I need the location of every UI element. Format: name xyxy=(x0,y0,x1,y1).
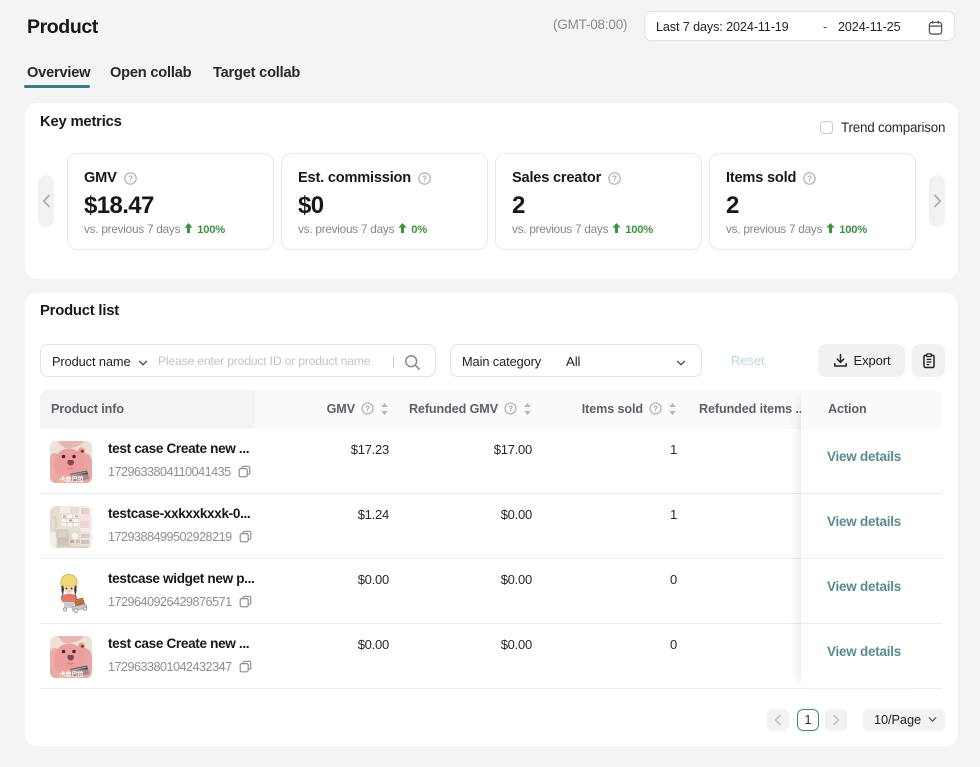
svg-text:?: ? xyxy=(365,404,370,413)
svg-text:?: ? xyxy=(653,404,658,413)
svg-text:卡皮巴拉: 卡皮巴拉 xyxy=(59,671,83,679)
svg-text:?: ? xyxy=(508,404,513,413)
svg-text:?: ? xyxy=(422,174,427,183)
svg-text:?: ? xyxy=(612,174,617,183)
svg-text:?: ? xyxy=(807,174,812,183)
svg-text:卡皮巴拉: 卡皮巴拉 xyxy=(59,476,83,484)
svg-text:?: ? xyxy=(128,174,133,183)
